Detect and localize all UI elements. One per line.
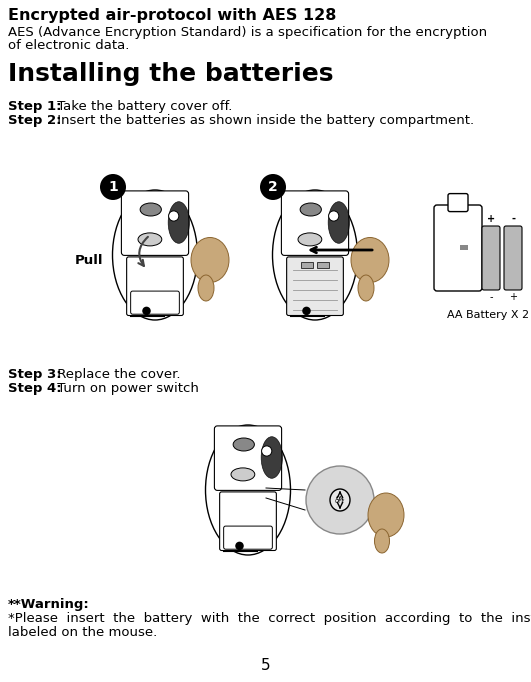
FancyBboxPatch shape [220,492,276,550]
Ellipse shape [351,237,389,282]
Text: -: - [511,214,515,224]
Text: *Please  insert  the  battery  with  the  correct  position  according  to  the : *Please insert the battery with the corr… [8,612,531,625]
FancyBboxPatch shape [215,426,281,490]
Circle shape [142,307,151,315]
Text: 2: 2 [268,180,278,194]
Ellipse shape [168,202,190,243]
Text: 1: 1 [108,180,118,194]
FancyBboxPatch shape [287,257,344,316]
FancyBboxPatch shape [127,257,183,316]
Text: OFF: OFF [335,499,345,504]
Ellipse shape [374,529,390,553]
FancyBboxPatch shape [224,526,272,549]
Text: Take the battery cover off.: Take the battery cover off. [53,100,233,113]
Ellipse shape [231,468,255,481]
Text: Turn on power switch: Turn on power switch [53,382,199,395]
Circle shape [262,446,272,456]
FancyBboxPatch shape [448,194,468,211]
Text: +: + [487,214,495,224]
Ellipse shape [358,275,374,301]
Text: Encrypted air-protocol with AES 128: Encrypted air-protocol with AES 128 [8,8,336,23]
Ellipse shape [113,190,198,320]
Text: Replace the cover.: Replace the cover. [53,368,181,381]
Text: Pull: Pull [75,254,104,267]
FancyBboxPatch shape [482,226,500,290]
Text: Step 2:: Step 2: [8,114,62,127]
Text: +: + [509,292,517,302]
FancyBboxPatch shape [122,191,189,255]
Text: AA Battery X 2: AA Battery X 2 [447,310,529,320]
Ellipse shape [205,425,290,555]
Text: Step 4:: Step 4: [8,382,62,395]
Circle shape [260,174,286,200]
Ellipse shape [198,275,214,301]
Text: Insert the batteries as shown inside the battery compartment.: Insert the batteries as shown inside the… [53,114,474,127]
FancyBboxPatch shape [504,226,522,290]
Text: ON: ON [336,496,344,501]
Circle shape [100,174,126,200]
Ellipse shape [300,203,321,216]
Bar [301,262,313,268]
FancyBboxPatch shape [434,205,482,291]
Ellipse shape [140,203,161,216]
Circle shape [169,211,179,221]
Text: of electronic data.: of electronic data. [8,39,130,52]
Ellipse shape [261,436,282,478]
Circle shape [329,211,339,221]
Ellipse shape [368,493,404,537]
Text: labeled on the mouse.: labeled on the mouse. [8,626,157,639]
Text: Installing the batteries: Installing the batteries [8,62,333,86]
Ellipse shape [272,190,357,320]
Circle shape [306,466,374,534]
Ellipse shape [191,237,229,282]
FancyBboxPatch shape [281,191,348,255]
Text: -: - [489,292,493,302]
Text: **Warning:: **Warning: [8,598,90,611]
Ellipse shape [328,202,349,243]
Circle shape [302,307,311,315]
Bar [460,245,468,250]
FancyBboxPatch shape [131,291,179,314]
Text: 5: 5 [261,658,270,673]
Text: Step 1:: Step 1: [8,100,62,113]
Circle shape [235,542,244,550]
Text: AES (Advance Encryption Standard) is a specification for the encryption: AES (Advance Encryption Standard) is a s… [8,26,487,39]
Ellipse shape [298,233,322,246]
Ellipse shape [233,438,254,451]
Text: Step 3:: Step 3: [8,368,62,381]
Ellipse shape [138,233,162,246]
Ellipse shape [330,489,350,511]
Bar [317,262,329,268]
